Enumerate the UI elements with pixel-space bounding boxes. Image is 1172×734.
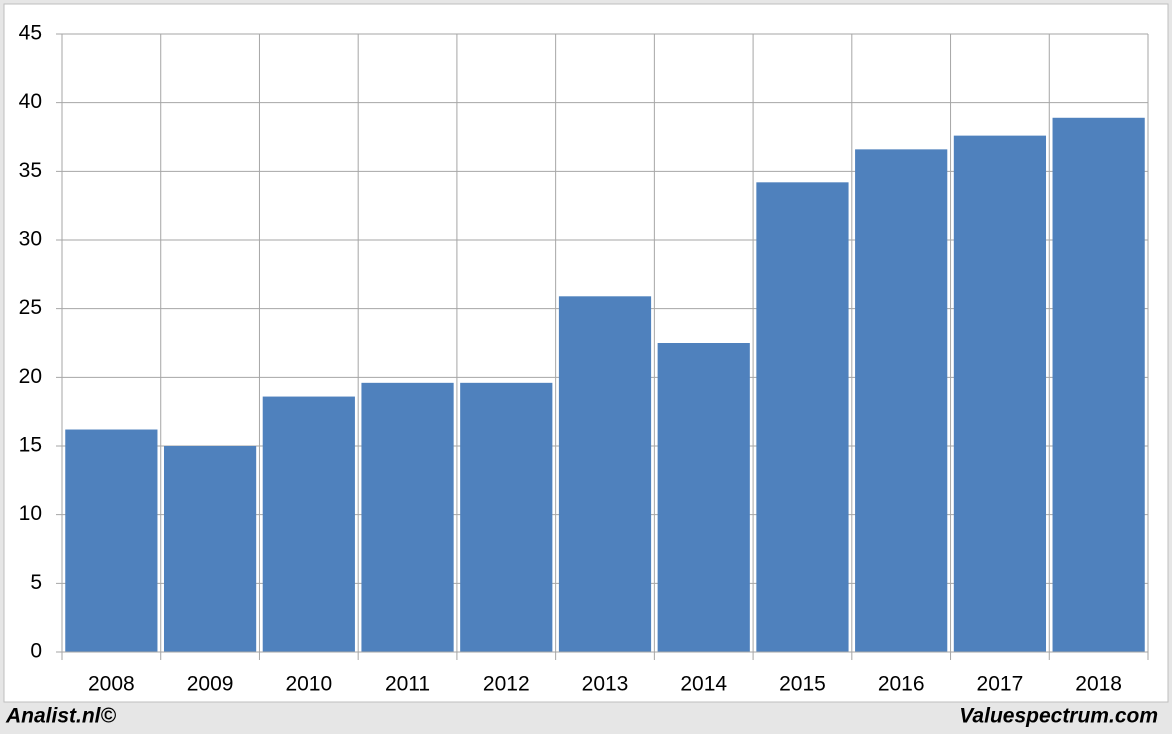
- bar: [65, 429, 158, 652]
- bar: [657, 343, 750, 652]
- x-tick-label: 2009: [187, 673, 234, 696]
- x-tick-label: 2014: [680, 673, 727, 696]
- x-tick-label: 2008: [88, 673, 135, 696]
- footer-right: Valuespectrum.com: [959, 705, 1158, 728]
- y-tick-label: 0: [30, 640, 42, 663]
- x-tick-label: 2018: [1075, 673, 1122, 696]
- y-tick-label: 40: [19, 90, 42, 113]
- bar: [1052, 117, 1145, 653]
- x-tick-label: 2010: [285, 673, 332, 696]
- y-tick-label: 15: [19, 434, 42, 457]
- bar: [163, 446, 257, 652]
- bar: [262, 396, 355, 652]
- footer-left: Analist.nl©: [5, 705, 117, 728]
- bar: [460, 382, 553, 652]
- y-tick-label: 25: [19, 296, 42, 319]
- bar: [953, 135, 1047, 653]
- y-tick-label: 10: [19, 502, 42, 525]
- bar: [756, 182, 849, 652]
- y-tick-label: 45: [19, 22, 42, 45]
- x-tick-label: 2012: [483, 673, 530, 696]
- y-tick-label: 20: [19, 365, 42, 388]
- y-tick-label: 5: [30, 571, 42, 594]
- y-tick-label: 35: [19, 159, 42, 182]
- x-tick-label: 2013: [582, 673, 629, 696]
- x-tick-label: 2011: [385, 673, 430, 696]
- bar: [361, 382, 454, 652]
- bar: [558, 296, 652, 652]
- y-tick-label: 30: [19, 228, 42, 251]
- bar: [855, 149, 948, 653]
- x-tick-label: 2016: [878, 673, 925, 696]
- x-tick-label: 2015: [779, 673, 826, 696]
- x-tick-label: 2017: [977, 673, 1024, 696]
